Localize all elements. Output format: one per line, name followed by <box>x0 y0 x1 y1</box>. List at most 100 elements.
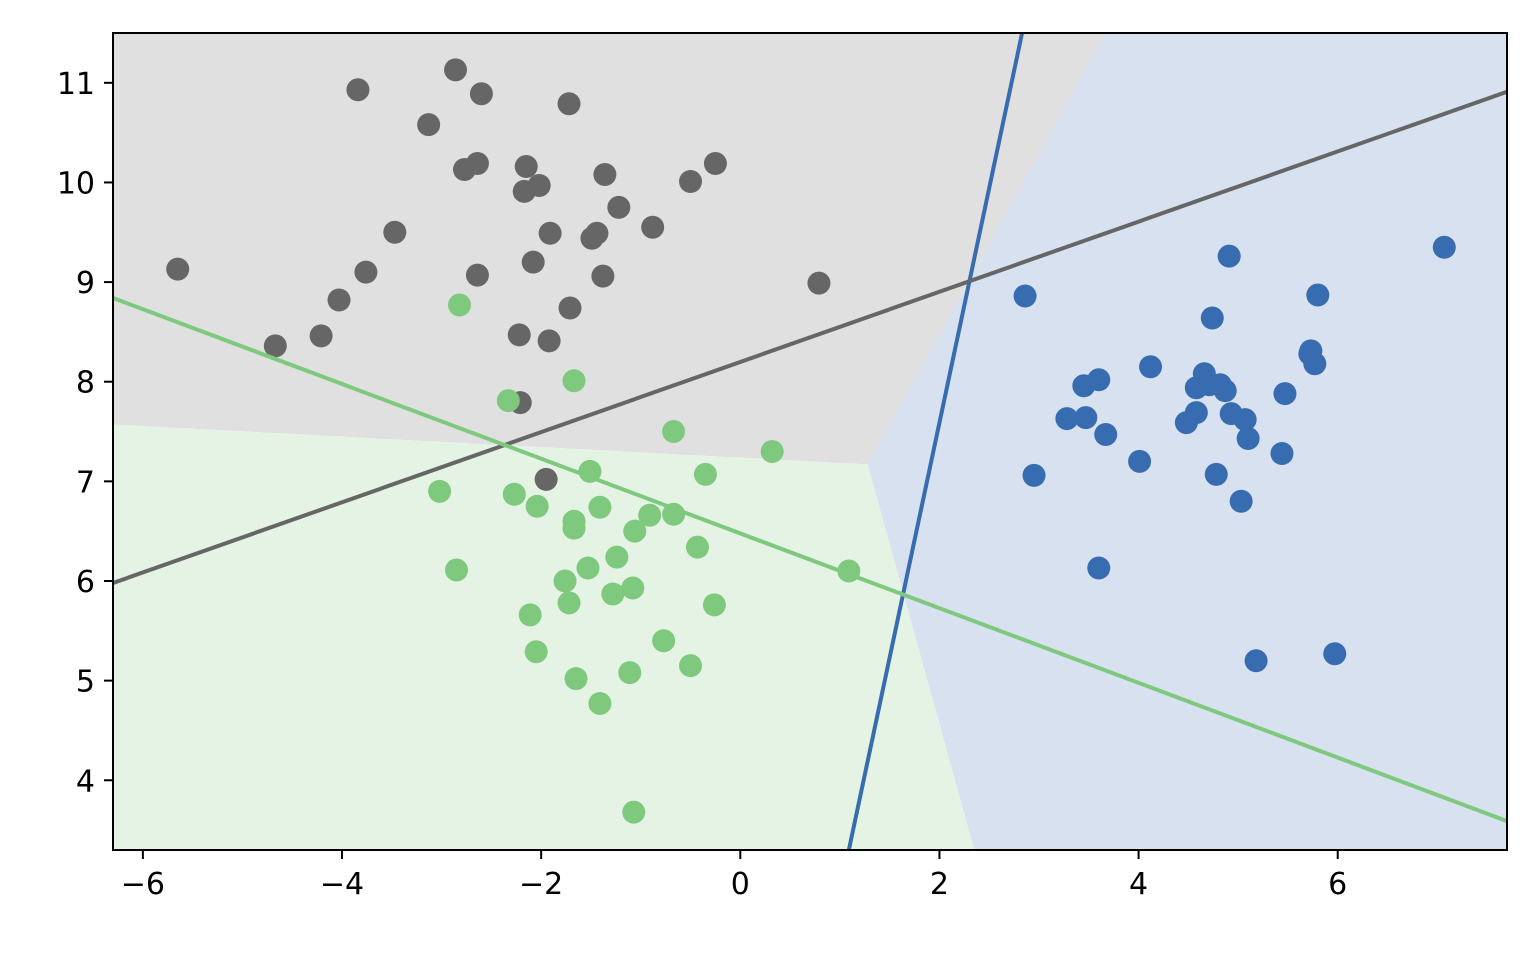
data-point-blue <box>1432 235 1456 259</box>
data-point-gray <box>537 329 561 353</box>
data-point-gray <box>591 264 615 288</box>
data-point-green <box>564 667 588 691</box>
data-point-gray <box>309 324 333 348</box>
data-point-gray <box>607 195 631 219</box>
data-point-blue <box>1013 284 1037 308</box>
data-point-gray <box>346 78 370 102</box>
x-tick-label: 2 <box>930 867 949 902</box>
data-point-blue <box>1087 368 1111 392</box>
data-point-gray <box>534 467 558 491</box>
data-point-gray <box>593 162 617 186</box>
plot-frame <box>112 32 1508 851</box>
data-point-gray <box>679 169 703 193</box>
data-point-green <box>588 692 612 716</box>
boundary-line-gray <box>113 89 1507 585</box>
data-point-blue <box>1184 401 1208 425</box>
x-tick-label: −4 <box>320 867 364 902</box>
data-point-blue <box>1139 355 1163 379</box>
data-point-gray <box>641 215 665 239</box>
data-point-green <box>428 479 452 503</box>
decision-region-2 <box>113 424 975 850</box>
y-tick-label: 5 <box>76 665 95 700</box>
decision-boundary-lines <box>113 33 1507 850</box>
data-point-green <box>760 439 784 463</box>
data-point-green <box>622 800 646 824</box>
data-point-green <box>693 462 717 486</box>
decision-regions <box>113 33 1507 850</box>
data-point-green <box>562 516 586 540</box>
data-point-gray <box>465 263 489 287</box>
data-point-green <box>601 582 625 606</box>
y-axis: 4 5 6 7 8 9 10 11 <box>57 67 113 799</box>
data-point-gray <box>558 296 582 320</box>
data-point-blue <box>1306 283 1330 307</box>
x-tick-label: 6 <box>1328 867 1347 902</box>
data-point-blue <box>1094 423 1118 447</box>
x-tick-label: 0 <box>731 867 750 902</box>
data-point-blue <box>1303 352 1327 376</box>
data-point-green <box>448 293 472 317</box>
data-point-green <box>588 495 612 519</box>
x-tick-label: −6 <box>121 867 165 902</box>
y-tick-label: 10 <box>57 166 95 201</box>
data-point-blue <box>1270 441 1294 465</box>
data-point-blue <box>1213 379 1237 403</box>
y-tick-label: 6 <box>76 565 95 600</box>
data-point-blue <box>1204 462 1228 486</box>
data-point-green <box>652 629 676 653</box>
data-point-green <box>553 569 577 593</box>
data-point-gray <box>444 58 468 82</box>
data-point-green <box>618 661 642 685</box>
data-point-green <box>685 535 709 559</box>
decision-region-1 <box>113 33 1106 465</box>
data-point-green <box>524 640 548 664</box>
data-point-gray <box>807 271 831 295</box>
x-axis: −6 −4 −2 0 2 4 6 <box>121 850 1347 902</box>
data-point-blue <box>1244 649 1268 673</box>
data-point-green <box>557 591 581 615</box>
y-tick-label: 9 <box>76 266 95 301</box>
data-point-gray <box>557 92 581 116</box>
data-point-blue <box>1074 406 1098 430</box>
data-point-green <box>445 558 469 582</box>
data-point-gray <box>465 152 489 176</box>
data-point-gray <box>514 155 538 179</box>
data-point-green <box>502 482 526 506</box>
data-point-blue <box>1323 642 1347 666</box>
data-point-green <box>605 545 629 569</box>
data-point-blue <box>1233 408 1257 432</box>
data-point-gray <box>538 221 562 245</box>
data-point-green <box>623 519 647 543</box>
data-point-green <box>518 603 542 627</box>
y-tick-label: 11 <box>57 67 95 102</box>
data-point-blue <box>1229 489 1253 513</box>
data-point-green <box>638 503 662 527</box>
data-point-blue <box>1217 244 1241 268</box>
data-point-green <box>496 389 520 413</box>
data-point-gray <box>327 288 351 312</box>
x-tick-label: −2 <box>519 867 563 902</box>
data-point-green <box>702 593 726 617</box>
data-point-blue <box>1128 449 1152 473</box>
data-point-gray <box>354 260 378 284</box>
data-point-gray <box>527 173 551 197</box>
data-point-green <box>621 576 645 600</box>
data-point-gray <box>383 220 407 244</box>
boundary-line-green <box>113 296 1507 823</box>
data-point-gray <box>585 221 609 245</box>
data-point-gray <box>417 113 441 137</box>
data-point-green <box>562 369 586 393</box>
data-point-green <box>679 654 703 678</box>
data-point-green <box>662 420 686 444</box>
data-point-gray <box>507 323 531 347</box>
data-point-gray <box>521 250 545 274</box>
data-point-gray <box>469 82 493 106</box>
x-tick-label: 4 <box>1129 867 1148 902</box>
data-point-blue <box>1087 556 1111 580</box>
y-tick-label: 7 <box>76 465 95 500</box>
data-point-green <box>525 494 549 518</box>
boundary-line-blue <box>846 33 1025 850</box>
data-point-gray <box>263 334 287 358</box>
